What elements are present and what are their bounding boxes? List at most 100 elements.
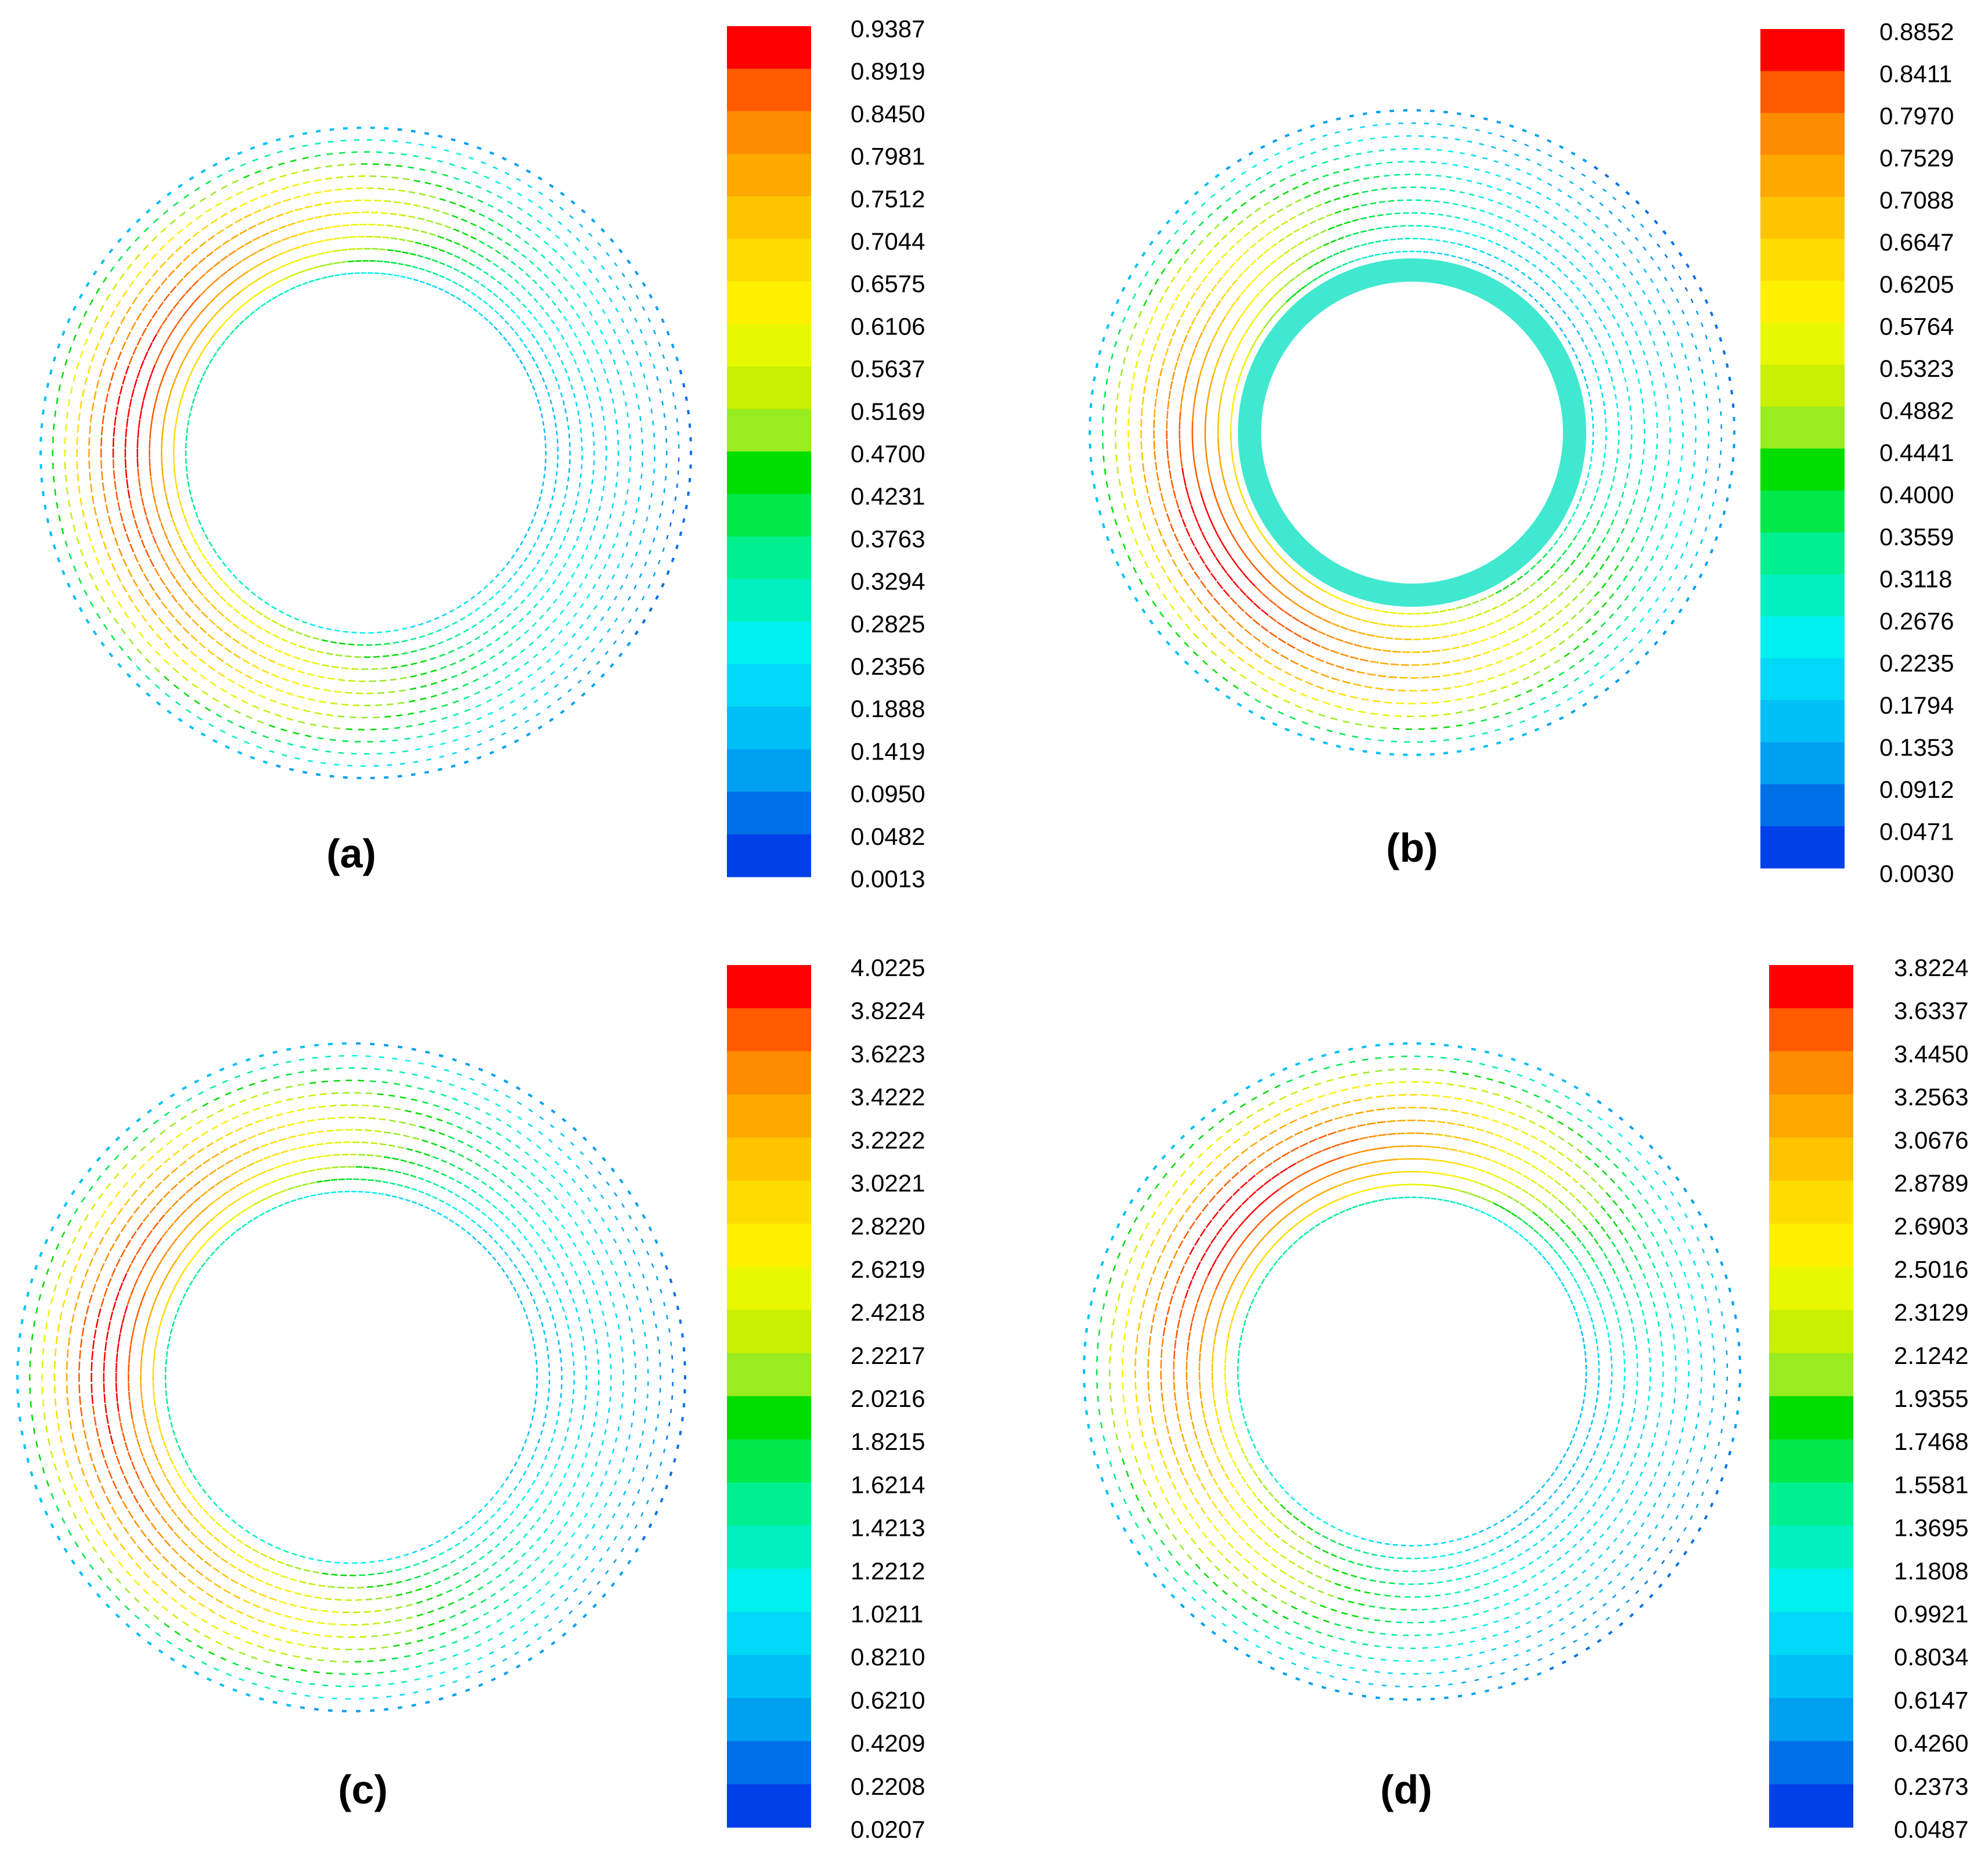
- vector-arrow: [518, 267, 524, 272]
- vector-spoke: [515, 339, 675, 358]
- vector-arrow: [1277, 208, 1284, 213]
- vector-arrow: [143, 261, 150, 269]
- vector-arrow: [91, 495, 95, 504]
- vector-arrow: [215, 326, 222, 333]
- vector-arrow: [341, 703, 349, 706]
- vector-arrow: [629, 371, 633, 377]
- vector-arrow: [419, 267, 425, 271]
- vector-spoke: [536, 504, 646, 624]
- vector-arrow: [656, 525, 659, 531]
- vector-arrow: [175, 262, 182, 269]
- vector-arrow: [437, 235, 444, 239]
- vector-arrow: [161, 423, 165, 432]
- vector-arrow: [509, 326, 514, 331]
- vector-arrow: [96, 519, 100, 527]
- vector-arrow: [136, 665, 141, 671]
- vector-arrow: [1612, 196, 1617, 201]
- vector-arrow: [1488, 132, 1493, 135]
- vector-arrow: [639, 540, 642, 545]
- vector-arrow: [535, 340, 540, 345]
- vector-arrow: [1230, 178, 1236, 183]
- vector-spoke: [536, 399, 692, 442]
- colorbar: 0.88520.84110.79700.75290.70880.66470.62…: [1760, 18, 1954, 887]
- vector-arrow: [233, 653, 241, 659]
- vector-arrow: [1588, 352, 1591, 358]
- vector-arrow: [278, 610, 284, 614]
- vector-arrow: [190, 264, 199, 271]
- vector-arrow: [1577, 201, 1582, 206]
- vector-arrow: [533, 603, 538, 609]
- vector-arrow: [1719, 337, 1723, 342]
- vector-arrow: [333, 261, 341, 265]
- vector-arrow: [146, 318, 153, 327]
- vector-arrow: [165, 361, 171, 370]
- vector-spoke: [456, 208, 586, 301]
- colorbar-tick-label: 0.0013: [851, 865, 925, 892]
- vector-arrow: [446, 251, 453, 255]
- vector-arrow: [679, 369, 683, 375]
- vector-arrow: [141, 614, 147, 622]
- vector-arrow: [103, 541, 107, 550]
- vector-arrow: [1488, 199, 1493, 202]
- vector-arrow: [214, 245, 222, 251]
- vector-arrow: [276, 150, 283, 154]
- vector-arrow: [113, 617, 119, 624]
- vector-arrow: [1333, 157, 1339, 161]
- vector-arrow: [488, 596, 494, 601]
- vector-arrow: [178, 498, 182, 507]
- vector-arrow: [213, 276, 221, 283]
- vector-spoke: [237, 623, 315, 755]
- vector-arrow: [438, 249, 445, 253]
- vector-arrow: [143, 226, 149, 233]
- vector-arrow: [73, 565, 77, 572]
- vector-arrow: [511, 655, 517, 660]
- vector-arrow: [181, 643, 189, 650]
- vector-arrow: [1615, 274, 1620, 279]
- vector-arrow: [213, 589, 220, 596]
- vector-spoke: [450, 200, 576, 297]
- vector-arrow: [556, 352, 561, 358]
- vector-arrow: [278, 292, 284, 297]
- vector-arrow: [1543, 255, 1548, 260]
- vector-arrow: [1583, 275, 1587, 280]
- vector-arrow: [1497, 215, 1503, 219]
- vector-arrow: [1512, 139, 1517, 142]
- vector-arrow: [1657, 266, 1661, 271]
- vector-arrow: [622, 511, 625, 516]
- vector-arrow: [523, 343, 528, 349]
- vector-arrow: [495, 250, 501, 254]
- colorbar-tick-label: 0.0030: [1879, 860, 1954, 887]
- vector-arrow: [1622, 262, 1627, 267]
- vector-arrow: [639, 573, 643, 578]
- vector-arrow: [536, 559, 541, 564]
- vector-arrow: [471, 624, 477, 628]
- vector-arrow: [505, 320, 509, 325]
- vector-arrow: [1636, 280, 1640, 285]
- vector-arrow: [1694, 344, 1698, 350]
- vector-arrow: [153, 495, 157, 504]
- vector-arrow: [532, 279, 538, 285]
- vector-arrow: [507, 643, 513, 648]
- vector-arrow: [413, 278, 419, 282]
- vector-arrow: [330, 702, 338, 705]
- colorbar-tick-label: 0.7970: [1879, 102, 1954, 129]
- vector-arrow: [137, 530, 142, 539]
- vector-arrow: [324, 201, 332, 205]
- vector-arrow: [456, 190, 463, 195]
- vector-arrow: [167, 308, 174, 318]
- vector-arrow: [1495, 174, 1501, 178]
- vector-arrow: [1589, 282, 1594, 287]
- vector-arrow: [1312, 277, 1319, 282]
- vector-arrow: [206, 251, 214, 258]
- vector-arrow: [341, 236, 349, 239]
- vector-arrow: [572, 251, 577, 256]
- vector-spoke: [532, 384, 690, 415]
- vector-arrow: [440, 742, 446, 746]
- vector-arrow: [1636, 258, 1640, 264]
- vector-arrow: [1360, 217, 1367, 220]
- vector-arrow: [1355, 258, 1361, 261]
- vector-arrow: [151, 253, 158, 260]
- colorbar-segment: [727, 239, 811, 282]
- vector-arrow: [179, 358, 185, 368]
- vector-arrow: [642, 618, 646, 624]
